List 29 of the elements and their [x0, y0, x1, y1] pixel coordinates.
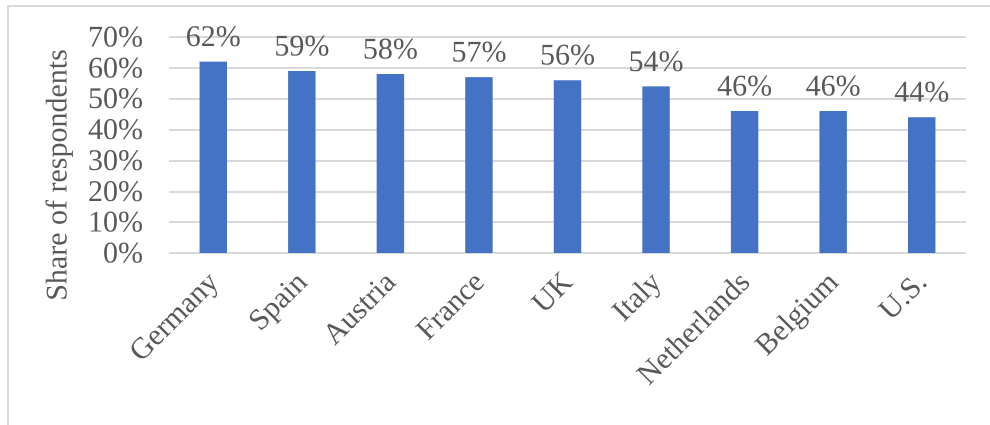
- x-tick-label: U.S.: [872, 265, 934, 326]
- y-tick-label: 30%: [88, 144, 143, 177]
- y-tick-label: 60%: [88, 51, 143, 84]
- y-tick-label: 20%: [88, 174, 143, 208]
- bar: [288, 70, 316, 253]
- bar: [465, 77, 493, 253]
- data-label: 46%: [806, 70, 861, 103]
- y-axis-title: Share of respondents: [40, 49, 74, 301]
- data-label: 54%: [628, 44, 684, 78]
- data-label: 58%: [362, 32, 418, 66]
- data-label: 62%: [186, 20, 241, 54]
- data-label: 44%: [894, 76, 950, 109]
- bar: [730, 111, 758, 253]
- bar: [376, 74, 404, 253]
- data-label: 56%: [540, 38, 595, 72]
- x-tick-label: UK: [525, 265, 580, 320]
- y-tick-label: 50%: [88, 82, 143, 116]
- data-label: 46%: [717, 70, 772, 103]
- bar: [554, 80, 582, 253]
- y-tick-label: 40%: [88, 113, 143, 146]
- bar: [642, 86, 670, 253]
- bar: [200, 62, 228, 253]
- bar: [908, 117, 936, 253]
- data-label: 59%: [274, 29, 330, 62]
- y-tick-label: 10%: [88, 206, 143, 239]
- y-tick-label: 0%: [103, 236, 143, 270]
- data-label: 57%: [451, 36, 506, 69]
- y-tick-label: 70%: [88, 20, 143, 54]
- bar: [819, 111, 847, 253]
